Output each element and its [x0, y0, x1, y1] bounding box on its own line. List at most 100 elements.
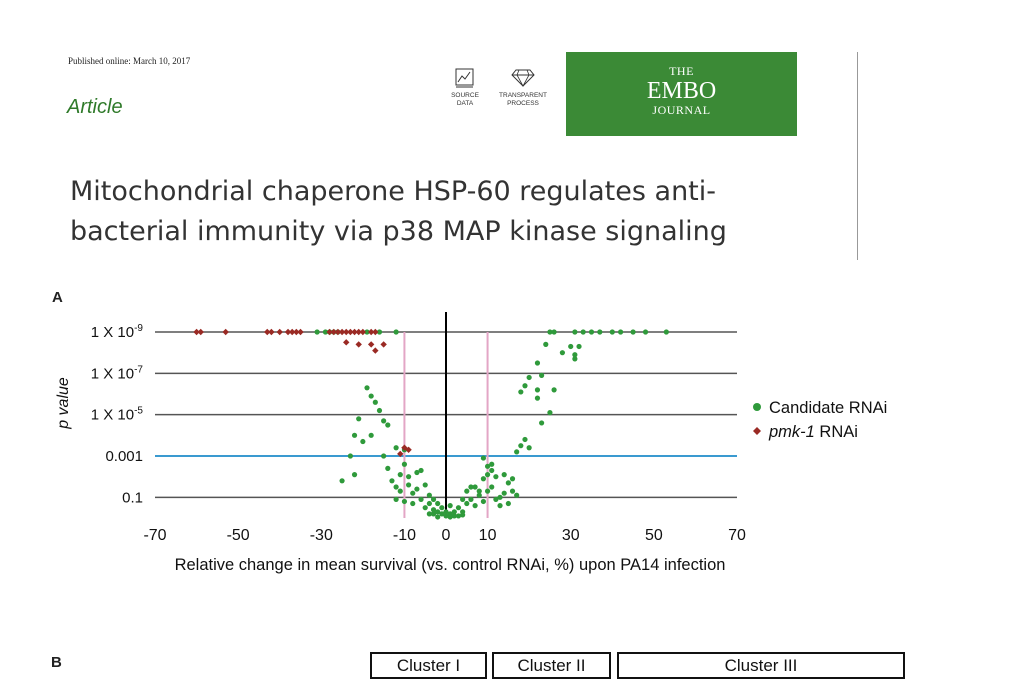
candidate-point — [426, 511, 432, 517]
candidate-point — [493, 496, 499, 502]
candidate-point — [501, 472, 507, 478]
candidate-point — [522, 383, 528, 389]
candidate-point — [393, 484, 399, 490]
candidate-point — [356, 416, 362, 422]
source-data-line1: SOURCE — [451, 92, 479, 99]
candidate-point — [505, 500, 511, 507]
embo-journal-logo[interactable]: THE EMBO JOURNAL — [566, 52, 797, 136]
candidate-point — [451, 509, 457, 515]
candidate-point — [405, 482, 412, 488]
candidate-point — [314, 329, 320, 335]
pmk1-point — [380, 341, 387, 348]
candidate-point — [547, 410, 553, 416]
candidate-point — [439, 505, 445, 511]
pmk1-point — [197, 328, 204, 336]
legend-label: Candidate RNAi — [769, 399, 887, 417]
candidate-point — [410, 490, 416, 496]
title-line-2: bacterial immunity via p38 MAP kinase si… — [70, 216, 727, 247]
pmk1-point — [268, 328, 275, 336]
candidate-point — [393, 445, 399, 451]
x-tick-label: 0 — [442, 527, 451, 544]
candidate-point — [401, 498, 408, 505]
candidate-point — [360, 438, 366, 445]
diamond-icon — [511, 69, 535, 87]
candidate-point — [351, 472, 358, 478]
candidate-point — [497, 503, 503, 509]
x-tick-label: 10 — [479, 527, 497, 544]
pmk1-point — [334, 328, 342, 336]
candidate-point — [480, 498, 487, 505]
candidate-point — [572, 356, 578, 362]
pmk1-point — [284, 328, 292, 336]
candidate-point — [451, 513, 457, 519]
candidate-point — [597, 329, 603, 335]
candidate-point — [364, 329, 370, 335]
candidate-point — [430, 511, 437, 517]
legend-candidate-marker — [753, 403, 761, 411]
candidate-point — [493, 474, 499, 480]
candidate-point — [572, 329, 578, 335]
candidate-point — [526, 445, 532, 451]
candidate-point — [460, 496, 466, 502]
pmk1-point — [343, 328, 350, 336]
pmk1-point — [293, 328, 300, 336]
y-tick-base: 1 X 10 — [91, 324, 134, 341]
pmk1-point — [347, 328, 354, 336]
candidate-point — [347, 453, 353, 459]
candidate-point — [426, 492, 432, 498]
candidate-point — [497, 494, 503, 500]
transparent-process-line2: PROCESS — [507, 100, 539, 107]
candidate-point — [568, 343, 574, 350]
candidate-point — [460, 512, 466, 518]
legend-pmk1-marker — [753, 427, 761, 435]
panel-a-label: A — [52, 289, 63, 306]
candidate-point — [435, 509, 441, 515]
pmk1-point — [330, 328, 337, 336]
x-tick-label: -70 — [143, 527, 166, 544]
y-tick-exponent: -5 — [134, 406, 143, 417]
transparent-process-badge[interactable]: TRANSPARENT PROCESS — [488, 68, 558, 108]
pmk1-point — [351, 328, 358, 336]
candidate-point — [322, 329, 329, 335]
candidate-point — [401, 461, 408, 467]
header-divider — [857, 52, 858, 260]
candidate-point — [447, 514, 453, 520]
pmk1-point — [367, 341, 375, 348]
candidate-point — [609, 329, 615, 335]
candidate-point — [443, 513, 449, 519]
legend-text: Candidate RNAi — [769, 399, 887, 417]
candidate-point — [514, 492, 520, 498]
candidate-point — [480, 476, 487, 482]
pmk1-point — [405, 446, 412, 453]
candidate-point — [518, 389, 524, 395]
pmk1-point — [276, 328, 283, 336]
candidate-point — [455, 513, 462, 519]
cluster-iii-box: Cluster III — [617, 652, 905, 679]
candidate-point — [642, 329, 649, 335]
pmk1-point — [288, 328, 296, 336]
cluster-ii-box: Cluster II — [492, 652, 611, 679]
x-tick-label: 70 — [728, 527, 746, 544]
candidate-point — [435, 500, 441, 507]
candidate-point — [576, 343, 582, 350]
pmk1-point — [222, 328, 229, 336]
source-data-badge[interactable]: SOURCE DATA — [430, 68, 500, 108]
candidate-point — [501, 490, 507, 496]
candidate-point — [376, 407, 383, 414]
candidate-point — [464, 500, 470, 507]
pmk1-point — [297, 328, 304, 336]
panel-b-label: B — [51, 654, 62, 671]
candidate-point — [588, 329, 595, 335]
x-tick-label: -10 — [393, 527, 416, 544]
candidate-point — [389, 478, 395, 484]
candidate-point — [351, 432, 358, 438]
candidate-point — [472, 503, 478, 509]
candidate-point — [518, 443, 524, 449]
x-tick-label: 30 — [562, 527, 580, 544]
pmk1-point — [355, 341, 362, 348]
candidate-point — [539, 372, 545, 378]
candidate-point — [414, 486, 420, 492]
candidate-point — [484, 472, 491, 478]
candidate-point — [414, 469, 420, 476]
candidate-point — [468, 496, 474, 502]
